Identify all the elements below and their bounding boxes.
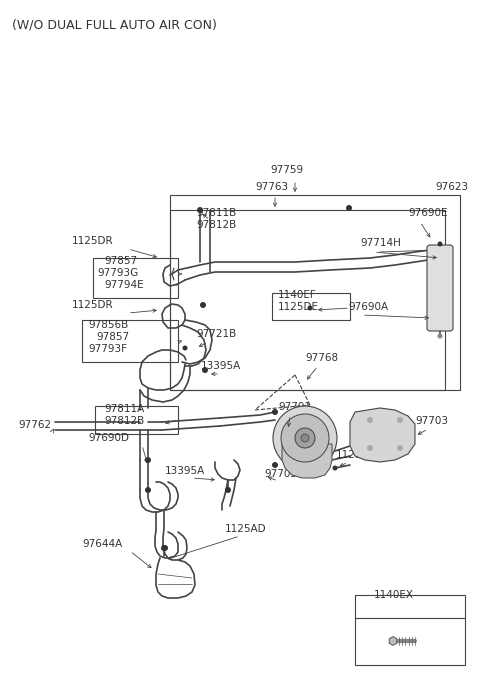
Text: 97644A: 97644A [82,539,122,549]
Circle shape [225,487,231,493]
Text: 97793G: 97793G [97,268,138,278]
Text: 97856B: 97856B [88,320,128,330]
Text: (W/O DUAL FULL AUTO AIR CON): (W/O DUAL FULL AUTO AIR CON) [12,18,217,31]
Text: 97714H: 97714H [360,238,401,248]
Circle shape [145,487,151,493]
Circle shape [182,345,188,350]
Circle shape [272,462,278,468]
Polygon shape [282,444,332,478]
Text: 97690A: 97690A [348,302,388,312]
Text: 13395A: 13395A [165,466,205,476]
Text: 97812B: 97812B [196,220,236,230]
Circle shape [162,545,168,551]
Polygon shape [350,408,415,462]
Circle shape [272,409,278,415]
Text: 97690D: 97690D [88,433,129,443]
Circle shape [308,305,312,310]
Text: 1140EX: 1140EX [374,590,414,600]
Circle shape [197,207,203,213]
Text: 97705: 97705 [264,469,297,479]
Text: 97703: 97703 [415,416,448,426]
Text: 97794E: 97794E [104,280,144,290]
Circle shape [301,434,309,442]
Circle shape [397,417,403,423]
Text: 97721B: 97721B [196,329,236,339]
Text: 1129GG: 1129GG [336,450,379,460]
Text: 1140EF: 1140EF [278,290,317,300]
Circle shape [346,205,352,211]
FancyBboxPatch shape [427,245,453,331]
Text: 97690E: 97690E [408,208,447,218]
Text: 97857: 97857 [104,256,137,266]
Circle shape [437,241,443,246]
Text: 97759: 97759 [270,165,303,175]
Text: 97793F: 97793F [88,344,127,354]
Polygon shape [389,636,397,645]
Text: 1125DR: 1125DR [72,300,114,310]
Text: 97857: 97857 [96,332,129,342]
Circle shape [333,466,337,471]
Text: 97812B: 97812B [104,416,144,426]
Circle shape [161,545,167,551]
Circle shape [367,445,373,451]
Circle shape [200,302,206,308]
Circle shape [367,417,373,423]
Circle shape [295,428,315,448]
Text: 97623: 97623 [435,182,468,192]
Text: 97811A: 97811A [104,404,144,414]
Text: 97811B: 97811B [196,208,236,218]
Circle shape [281,414,329,462]
Circle shape [273,406,337,470]
Text: 1125DR: 1125DR [72,236,114,246]
Text: 13395A: 13395A [201,361,241,371]
Text: 97762: 97762 [18,420,51,430]
Text: 97763: 97763 [255,182,288,192]
Circle shape [397,445,403,451]
Text: 97701: 97701 [278,402,311,412]
Text: 1125AD: 1125AD [225,524,266,534]
Text: 1125DE: 1125DE [278,302,319,312]
Circle shape [437,334,443,338]
Text: 97768: 97768 [305,353,338,363]
Circle shape [145,457,151,463]
Circle shape [202,367,208,373]
